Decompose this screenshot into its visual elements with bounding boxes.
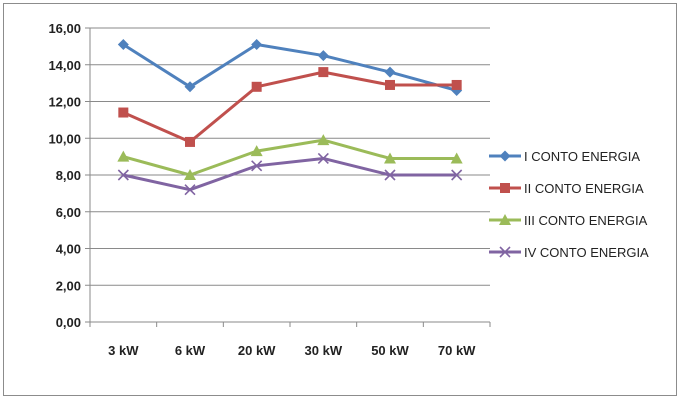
legend-label: II CONTO ENERGIA (524, 181, 644, 196)
data-point-square (118, 108, 128, 118)
y-tick-label: 10,00 (48, 131, 81, 146)
data-point-diamond (500, 151, 511, 162)
x-tick-label: 70 kW (438, 343, 476, 358)
x-tick-label: 20 kW (238, 343, 276, 358)
legend-item: II CONTO ENERGIA (489, 181, 644, 196)
y-tick-label: 8,00 (56, 168, 81, 183)
data-point-square (318, 67, 328, 77)
y-tick-label: 16,00 (48, 21, 81, 36)
series-3 (117, 134, 462, 180)
y-tick-label: 2,00 (56, 278, 81, 293)
data-point-square (385, 80, 395, 90)
series-line (123, 158, 456, 189)
legend-label: III CONTO ENERGIA (524, 213, 648, 228)
y-tick-label: 0,00 (56, 315, 81, 330)
series-line (123, 140, 456, 175)
data-point-diamond (385, 67, 396, 78)
x-tick-label: 50 kW (371, 343, 409, 358)
series-line (123, 72, 456, 142)
x-tick-label: 30 kW (305, 343, 343, 358)
series-group (117, 39, 462, 195)
data-point-square (452, 80, 462, 90)
legend: I CONTO ENERGIA II CONTO ENERGIA III CONTO… (489, 149, 649, 260)
data-point-diamond (318, 50, 329, 61)
axes: 0,00 2,00 4,00 6,00 8,00 10,00 12,00 14,00 16,00… (48, 21, 490, 358)
legend-item: I CONTO ENERGIA (489, 149, 640, 164)
legend-label: I CONTO ENERGIA (524, 149, 640, 164)
y-tick-label: 12,00 (48, 95, 81, 110)
data-point-triangle (117, 151, 129, 162)
grid (90, 28, 490, 285)
data-point-square (185, 137, 195, 147)
y-tick-label: 14,00 (48, 58, 81, 73)
x-tick-label: 3 kW (108, 343, 139, 358)
legend-label: IV CONTO ENERGIA (524, 245, 649, 260)
y-tick-label: 4,00 (56, 242, 81, 257)
legend-item: IV CONTO ENERGIA (489, 245, 649, 260)
series-1 (118, 39, 462, 96)
x-tick-label: 6 kW (175, 343, 206, 358)
legend-item: III CONTO ENERGIA (489, 213, 648, 228)
data-point-square (500, 183, 510, 193)
data-point-square (252, 82, 262, 92)
y-tick-label: 6,00 (56, 205, 81, 220)
